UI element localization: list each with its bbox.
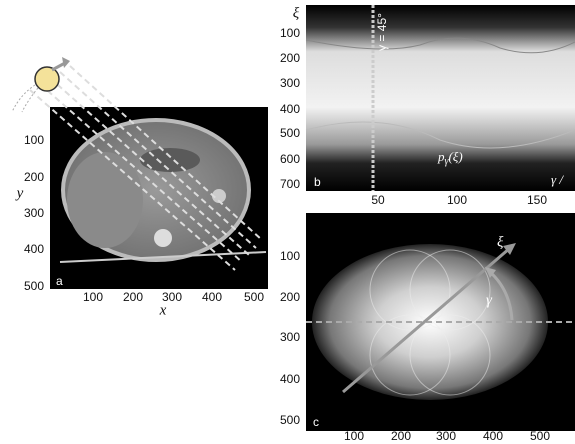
x-tick-label: 100: [83, 290, 103, 304]
y-tick-label: 100: [280, 249, 300, 263]
y-tick-label: 200: [280, 290, 300, 304]
angle-annotation: γ = 45°: [375, 13, 389, 51]
x-axis-label: x: [159, 302, 167, 318]
y-tick-label: 500: [280, 126, 300, 140]
y-axis-label: y: [15, 185, 24, 201]
x-tick-label: 500: [530, 429, 550, 443]
x-tick-label: 200: [391, 429, 411, 443]
y-tick-label: 100: [280, 26, 300, 40]
x-tick-label: 100: [447, 193, 467, 207]
panel-label: a: [56, 274, 63, 288]
x-tick-label: 100: [344, 429, 364, 443]
x-tick-label: 400: [202, 290, 222, 304]
spine: [154, 229, 172, 247]
y-tick-label: 300: [24, 206, 44, 220]
y-tick-label: 500: [280, 413, 300, 427]
y-tick-label: 400: [280, 102, 300, 116]
gamma-label: γ /: [551, 172, 564, 187]
xi-label: ξ: [293, 5, 300, 21]
y-tick-label: 200: [24, 170, 44, 184]
panel-label: c: [313, 415, 319, 429]
x-tick-label: 500: [244, 290, 264, 304]
y-tick-label: 300: [280, 76, 300, 90]
panel-b: γ = 45° pγ(ξ) γ / b ξ: [293, 5, 575, 191]
xi-label: ξ: [497, 234, 504, 250]
x-tick-label: 150: [527, 193, 547, 207]
x-tick-label: 300: [436, 429, 456, 443]
y-tick-label: 400: [280, 372, 300, 386]
y-tick-label: 100: [24, 133, 44, 147]
y-tick-label: 700: [280, 177, 300, 191]
bowel: [140, 148, 200, 172]
figure: a x y γ = 45° pγ(ξ) γ / b ξ ξ γ c 100 200…: [0, 0, 575, 444]
x-tick-label: 200: [123, 290, 143, 304]
liver: [67, 152, 143, 248]
x-tick-label: 50: [371, 193, 385, 207]
panel-label: b: [314, 175, 321, 189]
source-arrow: [52, 63, 65, 70]
arrow-head: [62, 57, 70, 68]
panel-a: a x y: [12, 57, 268, 318]
x-tick-label: 400: [483, 429, 503, 443]
y-tick-label: 400: [24, 242, 44, 256]
y-tick-label: 300: [280, 330, 300, 344]
x-tick-label: 300: [162, 290, 182, 304]
source: [35, 67, 59, 91]
source-trail: [12, 85, 38, 112]
y-tick-label: 600: [280, 152, 300, 166]
projection-argument: (ξ): [448, 149, 462, 164]
panel-c: ξ γ c: [306, 213, 575, 431]
y-tick-label: 500: [24, 279, 44, 293]
y-tick-label: 200: [280, 51, 300, 65]
